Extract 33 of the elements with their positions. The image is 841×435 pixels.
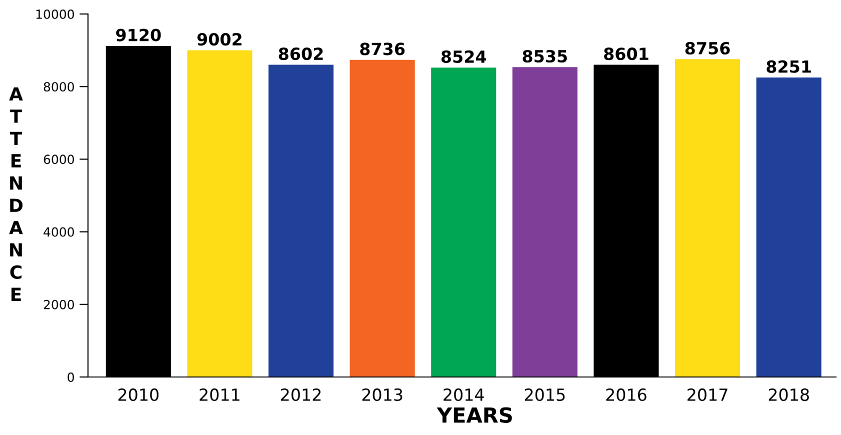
y-tick-label: 0 bbox=[68, 372, 74, 382]
data-label: 8251 bbox=[766, 60, 811, 73]
data-label: 8736 bbox=[360, 42, 405, 56]
x-tick-label: 2010 bbox=[118, 388, 159, 402]
x-axis-title: YEARS bbox=[436, 407, 512, 423]
data-label: 8756 bbox=[685, 42, 730, 55]
bar bbox=[268, 64, 334, 377]
y-tick-label: 10000 bbox=[36, 9, 74, 19]
x-tick-label: 2017 bbox=[688, 388, 728, 402]
data-label: 9002 bbox=[197, 33, 242, 46]
x-tick-label: 2016 bbox=[606, 388, 646, 402]
bar bbox=[187, 50, 252, 377]
data-label: 8601 bbox=[604, 48, 648, 60]
bar bbox=[512, 67, 578, 377]
text: ATTENDANCE bbox=[9, 87, 23, 301]
x-tick-label: 2014 bbox=[444, 388, 484, 402]
y-tick-label: 6000 bbox=[44, 154, 74, 164]
data-label: 8535 bbox=[522, 50, 567, 63]
data-label: 8602 bbox=[278, 48, 323, 60]
y-tick-label: 2000 bbox=[44, 300, 74, 310]
bar bbox=[675, 59, 740, 377]
data-label: 9120 bbox=[116, 28, 161, 42]
y-tick-label: 4000 bbox=[44, 227, 74, 237]
data-label: 8524 bbox=[441, 50, 486, 63]
x-tick-label: 2015 bbox=[524, 388, 565, 402]
x-tick-label: 2012 bbox=[281, 388, 321, 402]
x-tick-label: 2013 bbox=[362, 388, 402, 402]
bar bbox=[431, 68, 496, 377]
bar bbox=[350, 60, 415, 377]
x-tick-label: 2011 bbox=[200, 388, 240, 402]
y-tick-label: 8000 bbox=[44, 82, 74, 92]
x-tick-label: 2018 bbox=[768, 388, 809, 402]
bar bbox=[756, 77, 822, 377]
